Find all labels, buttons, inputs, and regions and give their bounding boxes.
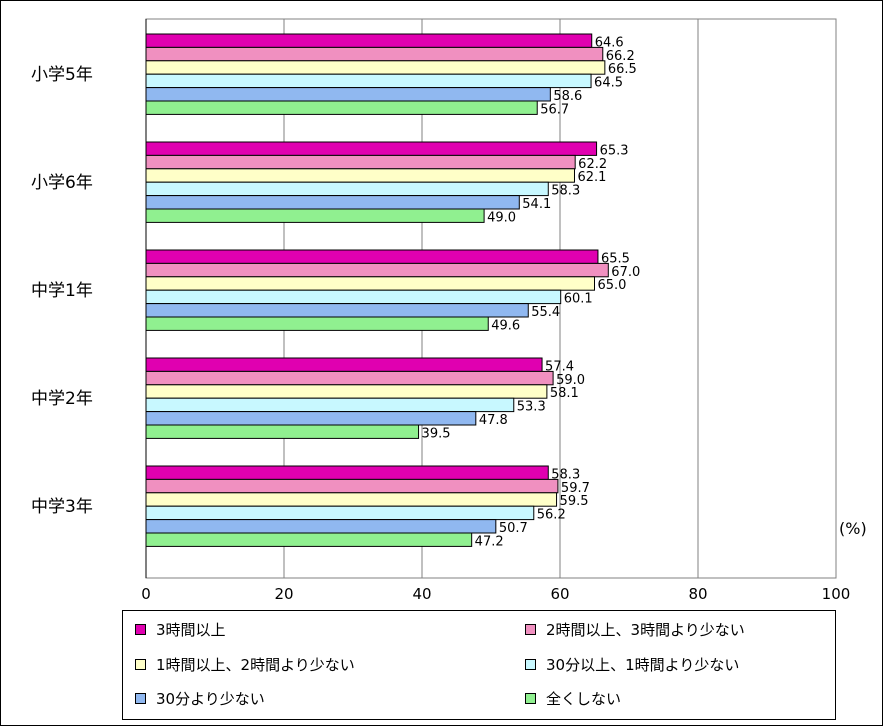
- bar: [145, 505, 535, 521]
- bar: [145, 411, 477, 426]
- bar: [145, 87, 551, 102]
- value-label: 54.1: [522, 197, 551, 212]
- bar: [145, 384, 548, 399]
- category-label: 小学6年: [31, 173, 93, 193]
- bar: [145, 370, 554, 386]
- category-label: 中学3年: [31, 497, 93, 517]
- legend-swatch: [525, 623, 536, 635]
- bar: [145, 289, 562, 305]
- x-tick-label: 0: [141, 585, 151, 603]
- value-label: 65.5: [601, 251, 630, 266]
- value-label: 47.8: [479, 413, 508, 428]
- value-label: 50.7: [499, 521, 528, 536]
- legend: 3時間以上 2時間以上、3時間より少ない 1時間以上、2時間より少ない 30分以上、1…: [122, 610, 836, 720]
- value-label: 64.6: [595, 35, 624, 50]
- x-tick-label: 80: [688, 585, 707, 603]
- value-label: 57.4: [545, 359, 574, 374]
- value-label: 58.1: [550, 386, 579, 401]
- bar: [145, 141, 598, 156]
- x-axis-ticks: 0 20 40 60 80 100: [141, 585, 850, 603]
- bar: [145, 478, 559, 494]
- legend-label: 30分より少ない: [156, 689, 265, 708]
- bar: [145, 424, 420, 439]
- value-label: 58.6: [553, 89, 582, 104]
- value-label: 49.6: [491, 318, 520, 333]
- legend-label: 30分以上、1時間より少ない: [546, 655, 740, 674]
- x-tick-label: 100: [822, 585, 851, 603]
- legend-label: 全くしない: [546, 689, 622, 708]
- legend-label: 3時間以上: [156, 620, 226, 639]
- legend-label: 1時間以上、2時間より少ない: [156, 655, 355, 674]
- value-labels: 64.666.266.564.558.656.765.362.262.158.3…: [422, 35, 641, 549]
- category-label: 小学5年: [31, 65, 93, 85]
- bar: [145, 465, 549, 480]
- x-tick-label: 20: [274, 585, 293, 603]
- bar: [145, 357, 543, 372]
- legend-item: 3時間以上: [135, 618, 226, 640]
- legend-item: 1時間以上、2時間より少ない: [135, 653, 355, 675]
- value-label: 66.5: [608, 62, 637, 77]
- category-label: 中学2年: [31, 389, 93, 409]
- bar: [145, 276, 595, 291]
- value-label: 39.5: [422, 426, 451, 441]
- bar: [145, 303, 529, 318]
- bar: [145, 195, 520, 210]
- bar: [145, 181, 549, 197]
- unit-label: (%): [839, 519, 867, 538]
- bar: [145, 100, 538, 115]
- bar: [145, 532, 473, 547]
- value-label: 55.4: [531, 305, 560, 320]
- category-label: 中学1年: [31, 281, 93, 301]
- value-label: 56.2: [537, 508, 566, 523]
- legend-swatch: [135, 692, 146, 704]
- value-label: 66.2: [606, 49, 635, 64]
- value-label: 56.7: [540, 102, 569, 117]
- value-label: 62.2: [578, 157, 607, 172]
- bar: [145, 33, 593, 48]
- bar: [145, 208, 485, 223]
- value-label: 59.7: [561, 481, 590, 496]
- bar: [145, 262, 609, 278]
- bar: [145, 316, 489, 331]
- bar: [145, 73, 592, 89]
- bar: [145, 397, 515, 413]
- legend-item: 30分より少ない: [135, 687, 265, 709]
- legend-swatch: [525, 658, 536, 670]
- legend-swatch: [135, 623, 146, 635]
- value-label: 59.5: [560, 494, 589, 509]
- value-label: 49.0: [487, 210, 516, 225]
- value-label: 47.2: [475, 534, 504, 549]
- bars: [145, 33, 609, 547]
- x-tick-label: 40: [412, 585, 431, 603]
- value-label: 62.1: [577, 170, 606, 185]
- bar: [145, 519, 497, 534]
- value-label: 64.5: [594, 76, 623, 91]
- bar-chart: 64.666.266.564.558.656.765.362.262.158.3…: [31, 18, 867, 603]
- value-label: 53.3: [517, 400, 546, 415]
- legend-swatch: [135, 658, 146, 670]
- bar: [145, 154, 576, 170]
- legend-item: 全くしない: [525, 687, 621, 709]
- bar: [145, 168, 575, 183]
- bar: [145, 60, 606, 75]
- legend-item: 2時間以上、3時間より少ない: [525, 618, 745, 640]
- legend-swatch: [525, 692, 536, 704]
- legend-label: 2時間以上、3時間より少ない: [546, 620, 745, 639]
- value-label: 58.3: [551, 184, 580, 199]
- bar: [145, 492, 558, 507]
- legend-item: 30分以上、1時間より少ない: [525, 653, 739, 675]
- value-label: 65.0: [598, 278, 627, 293]
- value-label: 67.0: [611, 265, 640, 280]
- bar: [145, 249, 599, 264]
- value-label: 65.3: [600, 143, 629, 158]
- value-label: 59.0: [556, 373, 585, 388]
- bar: [145, 46, 604, 62]
- x-tick-label: 60: [550, 585, 569, 603]
- value-label: 60.1: [564, 292, 593, 307]
- value-label: 58.3: [551, 467, 580, 482]
